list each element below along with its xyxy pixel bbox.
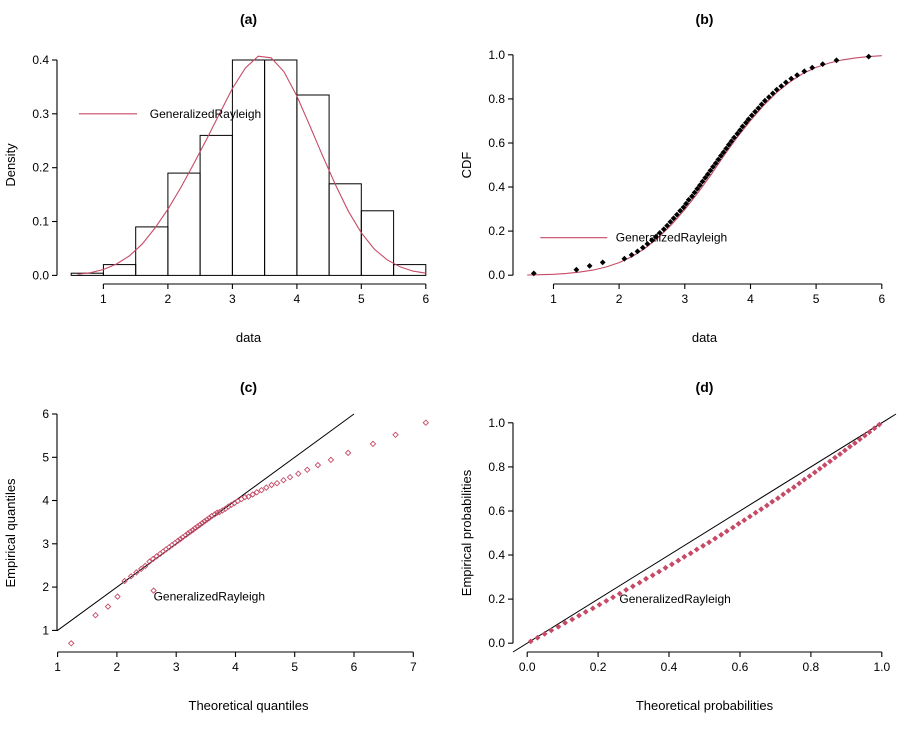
y-axis-title: Density — [3, 143, 18, 187]
x-axis — [102, 283, 427, 289]
x-tick-label: 5 — [813, 292, 820, 306]
x-tick-label: 3 — [173, 660, 180, 674]
x-tick-label: 5 — [358, 292, 365, 306]
y-tick-label: 0.0 — [488, 636, 505, 650]
y-axis-title: Empirical quantiles — [3, 478, 18, 588]
y-tick-label: 1.0 — [488, 416, 505, 430]
y-tick-label: 6 — [42, 407, 49, 421]
fitted-density-curve — [77, 55, 426, 275]
y-tick-label: 1 — [42, 623, 49, 637]
legend-label: GeneralizedRayleigh — [154, 590, 265, 604]
panel-title: (c) — [240, 379, 257, 395]
qq-points — [67, 419, 430, 647]
legend: GeneralizedRayleigh — [78, 107, 261, 121]
y-axis — [52, 59, 58, 276]
legend-label: GeneralizedRayleigh — [619, 592, 730, 606]
legend-label: GeneralizedRayleigh — [150, 107, 261, 121]
y-tick-label: 0.8 — [488, 460, 505, 474]
x-axis-title: Theoretical probabilities — [636, 698, 774, 713]
y-tick-label: 0.8 — [488, 92, 505, 106]
histogram-bars — [70, 59, 427, 276]
y-tick-label: 1.0 — [488, 48, 505, 62]
x-axis — [526, 651, 883, 657]
x-axis-title: Theoretical quantiles — [189, 698, 309, 713]
y-tick-label: 0.3 — [32, 107, 49, 121]
y-tick-label: 0.2 — [32, 161, 49, 175]
y-axis — [508, 422, 514, 644]
x-tick-label: 3 — [229, 292, 236, 306]
y-axis-title: CDF — [459, 152, 474, 179]
x-tick-label: 3 — [681, 292, 688, 306]
y-tick-label: 0.0 — [32, 268, 49, 282]
y-tick-label: 0.2 — [488, 224, 505, 238]
x-tick-label: 5 — [291, 660, 298, 674]
y-tick-label: 5 — [42, 450, 49, 464]
x-tick-label: 4 — [232, 660, 239, 674]
y-tick-label: 4 — [42, 494, 49, 508]
x-tick-label: 7 — [410, 660, 417, 674]
x-tick-label: 4 — [294, 292, 301, 306]
panel-title: (d) — [696, 379, 714, 395]
y-axis-title: Empirical probabilities — [459, 469, 474, 596]
panel-title: (b) — [696, 11, 714, 27]
panel-b: (b) 1 2 3 4 5 6 0.0 0.2 0.4 0.6 0.8 1.0 data CDF Genera… — [459, 11, 885, 345]
y-tick-label: 0.4 — [488, 548, 505, 562]
panel-d: (d) 0.0 0.2 0.4 0.6 0.8 1.0 0.0 0.2 0.4 0.6 0.8 1.0 T… — [459, 379, 897, 713]
legend: GeneralizedRayleigh — [540, 231, 727, 245]
x-tick-label: 1.0 — [873, 660, 890, 674]
panel-c: (c) 1 2 3 4 5 6 7 1 2 3 4 5 6 Theoretical quantiles Emp… — [3, 379, 430, 713]
x-tick-label: 1 — [100, 292, 107, 306]
reference-line — [512, 413, 897, 653]
x-tick-label: 6 — [422, 292, 429, 306]
x-tick-label: 0.4 — [661, 660, 678, 674]
legend: GeneralizedRayleigh — [619, 592, 730, 606]
panel-a: (a) 1 2 3 4 5 6 0.0 0.1 0.2 0.3 0.4 data Density Gener… — [3, 11, 429, 345]
y-tick-label: 0.2 — [488, 592, 505, 606]
x-tick-label: 2 — [114, 660, 121, 674]
x-tick-label: 2 — [165, 292, 172, 306]
y-tick-label: 2 — [42, 580, 49, 594]
x-axis-title: data — [236, 330, 262, 345]
legend: GeneralizedRayleigh — [154, 590, 265, 604]
pp-points — [527, 421, 883, 645]
x-tick-label: 6 — [351, 660, 358, 674]
x-tick-label: 0.0 — [519, 660, 536, 674]
x-axis-title: data — [692, 330, 718, 345]
y-tick-label: 0.1 — [32, 215, 49, 229]
x-tick-label: 0.6 — [732, 660, 749, 674]
x-axis — [552, 283, 883, 289]
y-axis — [508, 54, 514, 276]
y-tick-label: 0.0 — [488, 268, 505, 282]
x-tick-label: 2 — [616, 292, 623, 306]
x-tick-label: 1 — [54, 660, 61, 674]
y-tick-label: 0.4 — [488, 180, 505, 194]
y-tick-label: 0.6 — [488, 504, 505, 518]
y-axis — [52, 413, 58, 631]
x-tick-label: 0.8 — [803, 660, 820, 674]
x-tick-label: 0.2 — [590, 660, 607, 674]
x-tick-label: 1 — [550, 292, 557, 306]
y-tick-label: 0.4 — [32, 53, 49, 67]
legend-label: GeneralizedRayleigh — [616, 231, 727, 245]
x-axis — [57, 651, 414, 657]
x-tick-label: 6 — [878, 292, 885, 306]
panel-title: (a) — [240, 11, 257, 27]
x-tick-label: 4 — [747, 292, 754, 306]
y-tick-label: 3 — [42, 537, 49, 551]
ecdf-points — [530, 53, 872, 277]
y-tick-label: 0.6 — [488, 136, 505, 150]
